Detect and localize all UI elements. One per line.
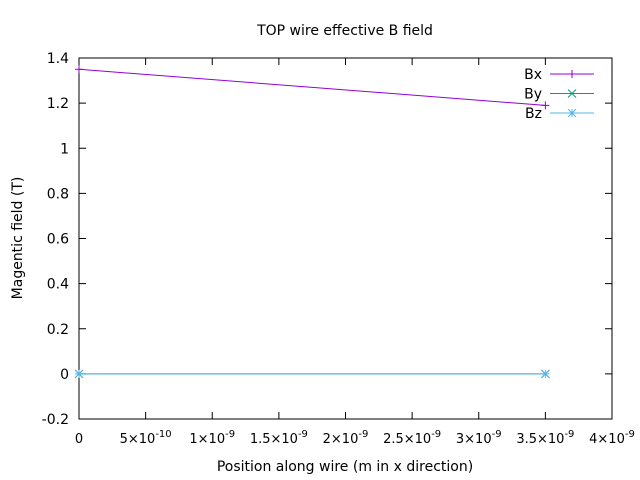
x-tick-label: 0	[75, 432, 83, 447]
y-tick-label: 1.2	[47, 96, 69, 112]
x-tick-label: 1×10-9	[189, 429, 235, 447]
x-tick-label: 5×10-10	[120, 429, 172, 447]
x-tick-label: 2.5×10-9	[383, 429, 441, 447]
data-point-bz	[74, 369, 84, 379]
x-axis-label: Position along wire (m in x direction)	[217, 459, 473, 475]
axes: -0.2 0 0.2 0.4 0.6 0.8 1 1.2 1.4 0 5×10-10 1×10-9 1.…	[42, 51, 635, 447]
x-tick-label: 3×10-9	[456, 429, 502, 447]
series-layer	[74, 65, 550, 379]
y-tick-label: -0.2	[42, 412, 69, 428]
legend-marker-by	[567, 89, 577, 98]
y-tick-label: 0	[60, 367, 69, 383]
x-tick-label: 3.5×10-9	[516, 429, 574, 447]
y-tick-label: 0.2	[47, 322, 69, 338]
legend-label-bz: Bz	[525, 106, 542, 122]
x-tick-label: 2×10-9	[323, 429, 369, 447]
y-tick-label: 1.4	[47, 51, 69, 67]
legend-label-bx: Bx	[524, 67, 542, 83]
legend-marker-bx	[568, 70, 576, 78]
data-point-bx	[75, 65, 83, 74]
y-axis-label: Magentic field (T)	[10, 177, 26, 300]
legend: Bx By Bz	[524, 67, 594, 122]
y-tick-label: 1	[60, 141, 69, 157]
y-tick-label: 0.4	[47, 277, 69, 293]
legend-marker-bz	[567, 108, 577, 118]
data-point-bz	[541, 369, 550, 379]
x-tick-label: 1.5×10-9	[250, 429, 308, 447]
y-tick-label: 0.8	[47, 186, 69, 202]
legend-label-by: By	[524, 87, 542, 103]
x-tick-label: 4×10-9	[589, 429, 635, 447]
y-tick-label: 0.6	[47, 232, 69, 248]
series-line-bx	[78, 68, 546, 106]
data-point-bx	[541, 101, 550, 110]
chart-title: TOP wire effective B field	[256, 23, 433, 39]
